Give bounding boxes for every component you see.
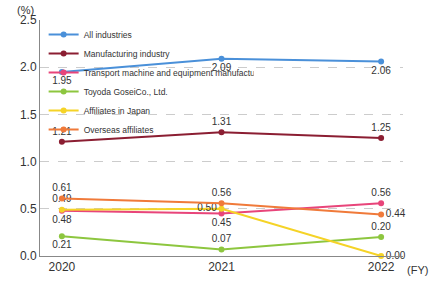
svg-text:2.06: 2.06 <box>371 65 391 76</box>
svg-text:0.0: 0.0 <box>20 249 37 263</box>
svg-text:1.0: 1.0 <box>20 155 37 169</box>
svg-text:(%): (%) <box>17 4 34 16</box>
svg-text:0.48: 0.48 <box>52 214 72 225</box>
svg-text:0.07: 0.07 <box>212 233 232 244</box>
svg-text:0.45: 0.45 <box>212 217 232 228</box>
svg-text:0.49: 0.49 <box>52 193 72 204</box>
svg-text:Transport machine and equipmen: Transport machine and equipment manufact… <box>84 68 254 78</box>
svg-text:1.31: 1.31 <box>212 116 232 127</box>
svg-text:0.00: 0.00 <box>386 250 406 261</box>
svg-text:0.50: 0.50 <box>197 202 217 213</box>
svg-text:0.56: 0.56 <box>371 187 391 198</box>
svg-text:2.0: 2.0 <box>20 60 37 74</box>
svg-text:0.21: 0.21 <box>52 239 72 250</box>
svg-text:(FY): (FY) <box>407 264 428 276</box>
svg-text:2020: 2020 <box>49 260 76 274</box>
svg-text:1.5: 1.5 <box>20 108 37 122</box>
svg-text:Manufacturing industry: Manufacturing industry <box>84 49 171 59</box>
svg-text:2021: 2021 <box>208 260 235 274</box>
svg-text:All industries: All industries <box>84 30 132 40</box>
svg-text:0.56: 0.56 <box>212 187 232 198</box>
svg-text:1.25: 1.25 <box>371 122 391 133</box>
svg-text:1.95: 1.95 <box>52 75 72 86</box>
svg-text:1.21: 1.21 <box>52 126 72 137</box>
svg-text:0.20: 0.20 <box>371 221 391 232</box>
svg-text:0.61: 0.61 <box>52 182 72 193</box>
svg-text:Toyoda GoseiCo., Ltd.: Toyoda GoseiCo., Ltd. <box>84 87 168 97</box>
svg-text:2022: 2022 <box>368 260 395 274</box>
svg-text:0.5: 0.5 <box>20 202 37 216</box>
svg-text:Overseas affiliates: Overseas affiliates <box>84 125 154 135</box>
svg-text:0.44: 0.44 <box>386 208 406 219</box>
svg-text:Affiliates in Japan: Affiliates in Japan <box>84 106 151 116</box>
svg-text:2.5: 2.5 <box>20 13 37 27</box>
